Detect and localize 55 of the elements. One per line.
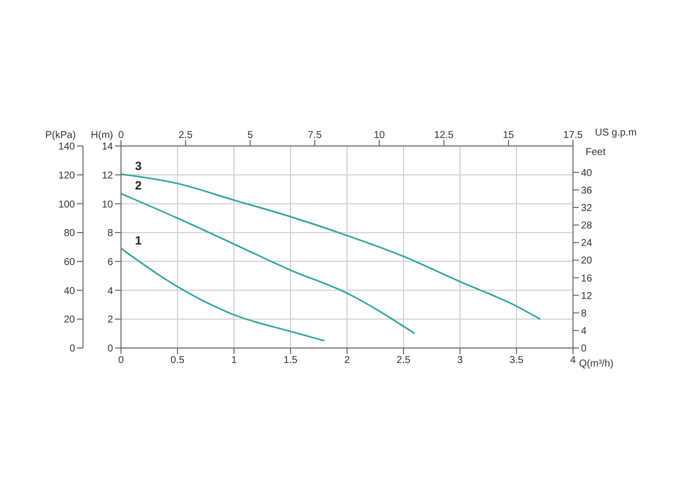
y-tick-label: 6 — [107, 256, 114, 268]
y-tick-label: 14 — [102, 142, 114, 153]
line-series — [121, 173, 542, 320]
y2-tick-label: 60 — [64, 256, 76, 268]
x2-axis-title: US g.p.m — [595, 128, 637, 139]
series-label: 2 — [135, 178, 142, 193]
y2-tick-label: 80 — [64, 228, 76, 240]
x-tick-label: 0 — [118, 355, 124, 366]
series-label: 3 — [135, 159, 142, 174]
line-series — [121, 192, 416, 334]
y3-tick-label: 24 — [581, 238, 593, 250]
y3-tick-label: 32 — [581, 203, 593, 214]
x-tick-label: 3.5 — [510, 355, 524, 366]
y2-tick-label: 20 — [64, 314, 76, 326]
x2-tick-label: 10 — [374, 130, 386, 141]
x-axis-title: Q(m³/h) — [579, 358, 614, 370]
y2-tick-label: 120 — [58, 170, 76, 182]
y3-tick-label: 20 — [581, 256, 593, 267]
y3-tick-label: 36 — [581, 185, 593, 196]
y3-tick-label: 28 — [581, 220, 593, 232]
x2-tick-label: 2.5 — [178, 130, 193, 141]
y3-tick-label: 40 — [581, 168, 593, 179]
y3-tick-label: 0 — [581, 344, 587, 355]
y-tick-label: 2 — [107, 314, 114, 326]
x2-tick-label: 7.5 — [308, 130, 322, 141]
x-tick-label: 2 — [344, 355, 350, 366]
y2-axis-title: P(kPa) — [45, 130, 76, 141]
y3-tick-label: 16 — [581, 273, 593, 284]
y-tick-label: 12 — [102, 170, 114, 182]
y2-tick-label: 0 — [69, 344, 76, 355]
y2-tick-label: 100 — [58, 199, 76, 210]
x2-tick-label: 15 — [502, 130, 514, 141]
y-tick-label: 0 — [107, 344, 114, 355]
y3-axis-title: Feet — [585, 147, 606, 158]
y2-tick-label: 40 — [64, 286, 76, 297]
x-tick-label: 3 — [457, 355, 464, 366]
y3-tick-label: 4 — [581, 326, 587, 337]
y-tick-label: 8 — [107, 228, 114, 240]
y-tick-label: 10 — [102, 199, 114, 210]
series-label: 1 — [135, 233, 142, 248]
x-tick-label: 2.5 — [396, 355, 411, 366]
x-tick-label: 4 — [570, 355, 576, 366]
y3-tick-label: 12 — [581, 290, 593, 302]
x2-tick-label: 17.5 — [563, 130, 584, 141]
x-tick-label: 1 — [231, 355, 238, 366]
x-tick-label: 0.5 — [170, 355, 185, 366]
y3-tick-label: 8 — [581, 308, 587, 320]
y-axis-title: H(m) — [90, 130, 114, 141]
x-tick-label: 1.5 — [284, 355, 298, 366]
y2-tick-label: 140 — [58, 142, 76, 153]
x2-tick-label: 0 — [118, 130, 124, 141]
line-series — [121, 248, 326, 342]
x2-tick-label: 5 — [247, 130, 254, 141]
x2-tick-label: 12.5 — [434, 130, 454, 141]
y-tick-label: 4 — [107, 286, 114, 297]
